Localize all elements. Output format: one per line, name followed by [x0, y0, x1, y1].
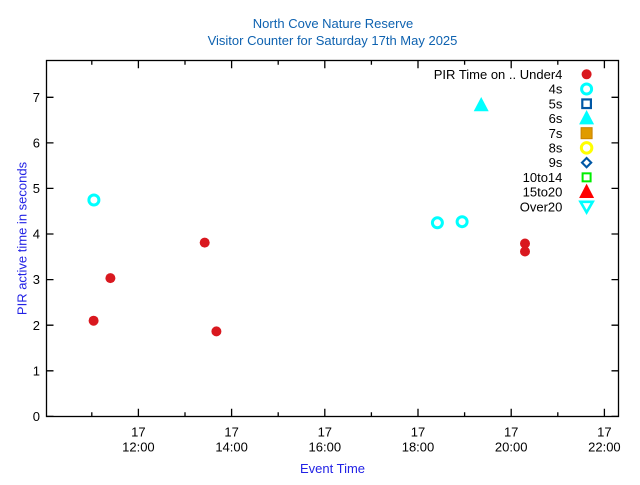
- svg-text:7: 7: [33, 90, 40, 105]
- svg-text:17: 17: [318, 425, 332, 440]
- svg-text:16:00: 16:00: [309, 440, 342, 455]
- svg-text:North Cove Nature Reserve: North Cove Nature Reserve: [253, 16, 413, 31]
- svg-text:6s: 6s: [549, 111, 563, 126]
- svg-text:17: 17: [597, 425, 611, 440]
- svg-text:PIR active time in seconds: PIR active time in seconds: [15, 161, 30, 315]
- svg-text:Over20: Over20: [520, 199, 563, 214]
- svg-text:Event Time: Event Time: [300, 461, 365, 476]
- svg-text:1: 1: [33, 363, 40, 378]
- svg-text:9s: 9s: [549, 155, 563, 170]
- svg-text:6: 6: [33, 135, 40, 150]
- svg-text:12:00: 12:00: [122, 440, 155, 455]
- svg-text:7s: 7s: [549, 126, 563, 141]
- svg-text:2: 2: [33, 318, 40, 333]
- svg-text:Visitor Counter for Saturday 1: Visitor Counter for Saturday 17th May 20…: [208, 33, 458, 48]
- svg-text:15to20: 15to20: [523, 185, 563, 200]
- svg-text:17: 17: [224, 425, 238, 440]
- svg-text:18:00: 18:00: [402, 440, 435, 455]
- svg-text:17: 17: [131, 425, 145, 440]
- svg-text:5: 5: [33, 181, 40, 196]
- svg-text:14:00: 14:00: [215, 440, 248, 455]
- svg-text:4: 4: [33, 227, 40, 242]
- svg-text:17: 17: [504, 425, 518, 440]
- svg-text:5s: 5s: [549, 96, 563, 111]
- svg-text:10to14: 10to14: [523, 170, 563, 185]
- svg-text:3: 3: [33, 272, 40, 287]
- svg-text:8s: 8s: [549, 141, 563, 156]
- svg-text:17: 17: [411, 425, 425, 440]
- svg-text:22:00: 22:00: [588, 440, 621, 455]
- svg-text:4s: 4s: [549, 82, 563, 97]
- svg-text:0: 0: [33, 409, 40, 424]
- svg-text:20:00: 20:00: [495, 440, 528, 455]
- svg-text:PIR Time on .. Under4: PIR Time on .. Under4: [434, 67, 563, 82]
